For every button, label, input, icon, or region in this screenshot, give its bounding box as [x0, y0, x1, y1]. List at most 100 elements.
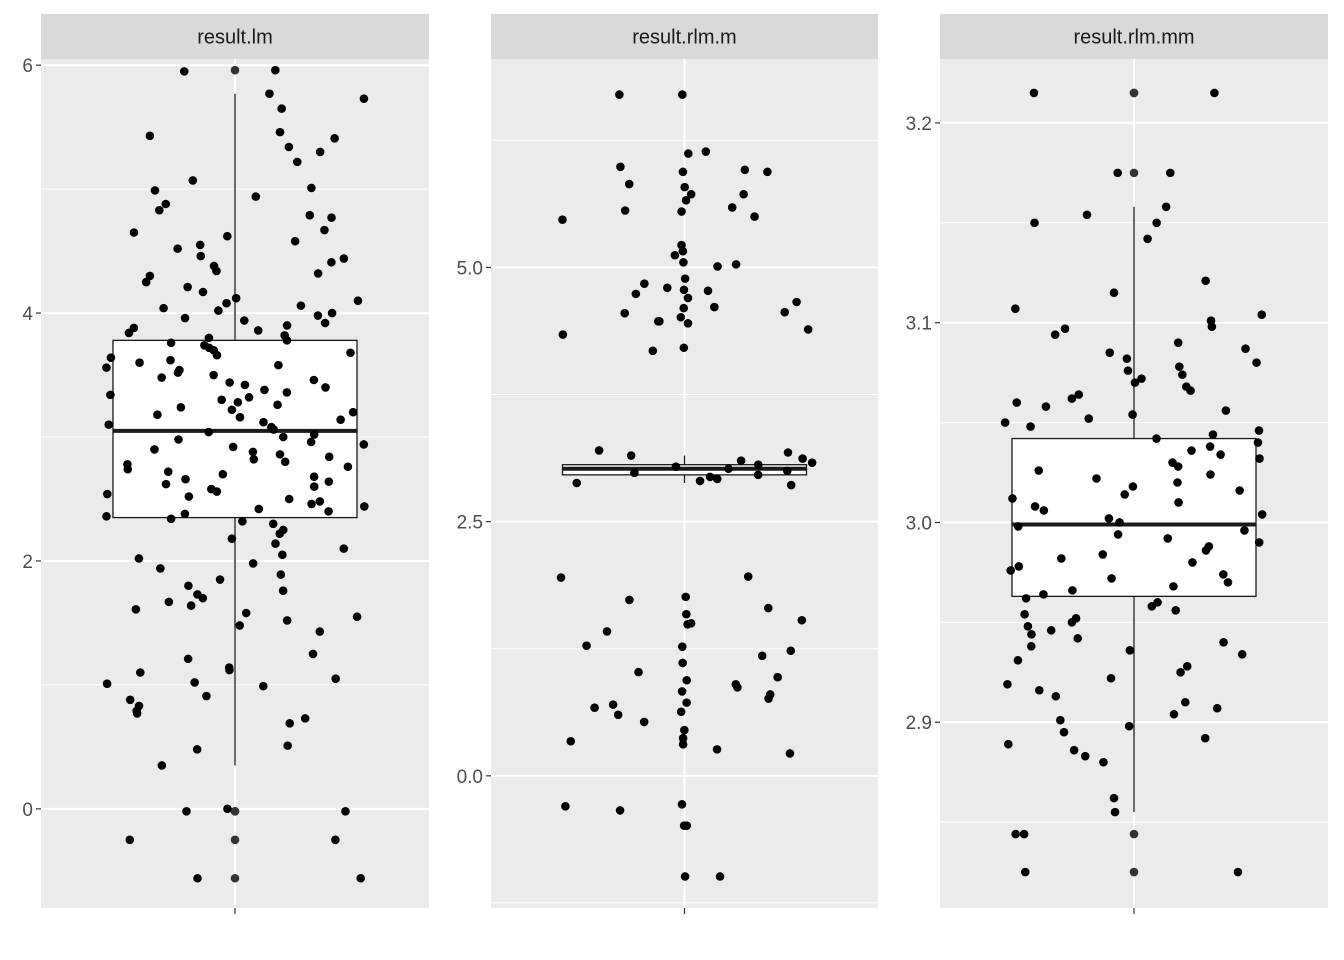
data-point: [1026, 642, 1036, 651]
data-point: [783, 448, 793, 457]
data-point: [1067, 618, 1077, 627]
data-point: [1074, 390, 1084, 399]
data-point: [1219, 570, 1228, 579]
data-point: [179, 67, 189, 76]
data-point: [1060, 324, 1070, 333]
data-point: [157, 761, 167, 770]
data-point: [1039, 590, 1048, 599]
data-point: [1161, 202, 1171, 212]
outlier-point: [230, 835, 240, 845]
data-point: [331, 674, 340, 684]
data-point: [1173, 338, 1183, 347]
data-point: [135, 358, 144, 367]
y-tick-label: 2.5: [457, 513, 483, 534]
data-point: [753, 470, 763, 480]
data-point: [764, 694, 773, 703]
data-point: [275, 127, 285, 137]
data-point: [1206, 470, 1215, 479]
data-point: [260, 385, 269, 395]
data-point: [275, 529, 285, 538]
data-point: [677, 207, 686, 216]
data-point: [1205, 442, 1215, 451]
data-point: [150, 186, 160, 195]
data-point: [296, 301, 306, 310]
data-point: [324, 507, 333, 516]
data-point: [265, 89, 274, 99]
data-point: [1107, 574, 1116, 583]
data-point: [677, 799, 687, 809]
data-point: [1046, 626, 1056, 635]
data-point: [1003, 679, 1012, 689]
y-tick-label: 5.0: [457, 258, 483, 279]
box-iqr: [1011, 437, 1257, 598]
data-point: [214, 306, 223, 315]
data-point: [161, 479, 171, 489]
data-point: [292, 157, 302, 167]
data-point: [181, 474, 190, 484]
data-point: [1109, 288, 1119, 298]
data-point: [248, 447, 258, 457]
data-point: [705, 472, 715, 482]
data-point: [132, 709, 142, 718]
data-point: [695, 476, 705, 486]
data-point: [198, 287, 208, 297]
data-point: [1021, 594, 1031, 603]
y-tick-label: 0: [22, 800, 33, 821]
data-point: [1175, 362, 1184, 371]
data-point: [336, 415, 345, 424]
data-point: [212, 487, 222, 496]
data-point: [681, 196, 691, 205]
data-point: [724, 464, 733, 474]
data-point: [1073, 634, 1083, 643]
data-point: [1013, 522, 1023, 531]
data-point: [1176, 667, 1185, 677]
data-point: [223, 231, 232, 241]
data-point: [341, 807, 350, 816]
data-point: [624, 179, 634, 189]
data-point: [1027, 630, 1036, 639]
data-point: [240, 316, 249, 325]
data-point: [1059, 727, 1069, 737]
data-point: [653, 317, 663, 326]
data-point: [204, 333, 214, 343]
data-point: [282, 336, 292, 345]
data-point: [727, 203, 737, 212]
data-point: [1178, 370, 1187, 379]
data-point: [254, 504, 264, 514]
data-point: [1186, 386, 1195, 395]
data-point: [1182, 661, 1192, 671]
data-point: [678, 246, 688, 256]
facet-label: result.lm: [197, 27, 273, 49]
data-point: [225, 665, 234, 675]
data-point: [731, 260, 741, 269]
data-point: [136, 668, 145, 677]
data-point: [713, 262, 722, 271]
data-point: [1207, 322, 1217, 331]
data-point: [677, 687, 687, 696]
data-point: [227, 534, 237, 543]
data-point: [321, 383, 330, 392]
data-point: [1069, 745, 1079, 755]
data-point: [561, 802, 570, 811]
data-point: [1165, 168, 1175, 178]
data-point: [1041, 402, 1051, 411]
data-point: [701, 147, 711, 156]
data-point: [282, 388, 292, 397]
data-point: [590, 703, 599, 712]
data-point: [662, 283, 672, 293]
data-point: [251, 192, 261, 201]
data-point: [1113, 168, 1122, 178]
data-point: [131, 605, 141, 614]
data-point: [315, 627, 325, 636]
data-point: [157, 373, 166, 382]
data-point: [275, 450, 285, 459]
data-point: [348, 407, 358, 417]
outlier-point: [230, 873, 240, 883]
data-point: [273, 400, 282, 410]
data-point: [1208, 430, 1218, 439]
data-point: [315, 497, 325, 506]
data-point: [1124, 721, 1134, 731]
data-point: [308, 649, 318, 659]
data-point: [225, 378, 234, 387]
data-point: [278, 550, 287, 560]
